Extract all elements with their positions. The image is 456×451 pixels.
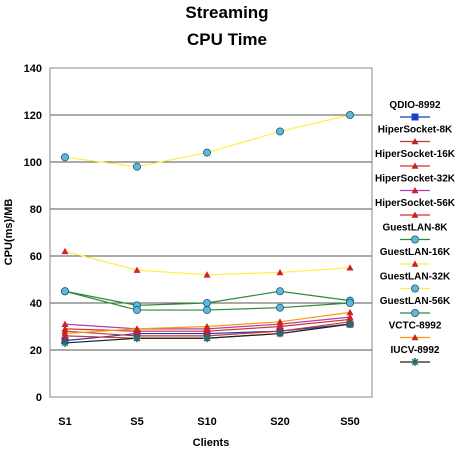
gridlines <box>50 67 372 351</box>
data-point <box>346 320 354 329</box>
data-point <box>133 334 141 343</box>
legend-swatch-marker <box>410 308 419 317</box>
data-point <box>61 330 69 337</box>
data-point <box>202 306 211 315</box>
legend-label: GuestLAN-32K <box>380 272 451 283</box>
data-point <box>345 111 354 120</box>
data-point <box>275 303 284 312</box>
y-tick-label: 80 <box>30 204 42 216</box>
legend-label: IUCV-8992 <box>391 345 440 356</box>
chart-subtitle: CPU Time <box>187 30 267 49</box>
legend-label: HiperSocket-8K <box>378 125 453 136</box>
legend-label: HiperSocket-32K <box>375 174 456 185</box>
data-point <box>132 162 141 171</box>
y-axis-label: CPU(ms)/MB <box>3 199 15 266</box>
legend-swatch-marker <box>410 284 419 293</box>
data-point <box>276 318 284 325</box>
x-tick-label: S10 <box>197 416 217 428</box>
series-line <box>64 250 351 276</box>
x-axis-label: Clients <box>193 437 230 449</box>
legend-label: QDIO-8992 <box>389 100 441 111</box>
data-point <box>132 306 141 315</box>
legend-swatch-marker <box>411 187 419 194</box>
legend: QDIO-8992 HiperSocket-8K HiperSocket-16K Hi… <box>375 100 456 366</box>
x-tick-label: S50 <box>340 416 360 428</box>
y-tick-label: 120 <box>24 110 42 122</box>
series-vctc-8992 <box>61 308 354 337</box>
data-point <box>276 268 284 276</box>
legend-swatch-marker <box>411 334 419 341</box>
legend-label: GuestLAN-8K <box>382 223 448 234</box>
x-tick-label: S20 <box>270 416 290 428</box>
data-point <box>61 153 70 162</box>
legend-swatch-marker <box>411 162 419 169</box>
legend-swatch-marker <box>411 113 419 121</box>
series-lines <box>61 111 354 347</box>
legend-label: GuestLAN-56K <box>380 296 451 307</box>
legend-label: HiperSocket-56K <box>375 198 456 209</box>
series-guestlan-32k <box>61 111 354 171</box>
data-point <box>275 127 284 136</box>
y-axis-ticks: 0 20 40 60 80 100 120 140 <box>24 63 42 404</box>
y-tick-label: 40 <box>30 298 42 310</box>
data-point <box>346 313 354 320</box>
data-point <box>203 334 211 343</box>
data-point <box>61 247 69 255</box>
chart-title: Streaming <box>185 3 268 22</box>
x-axis-ticks: S1 S5 S10 S20 S50 <box>58 416 360 428</box>
legend-swatch-marker <box>411 358 419 366</box>
data-point <box>133 266 141 273</box>
y-tick-label: 0 <box>36 392 42 404</box>
legend-swatch-marker <box>411 138 419 145</box>
data-point <box>133 325 141 332</box>
legend-swatch-marker <box>411 260 419 267</box>
y-tick-label: 100 <box>24 157 42 169</box>
data-point <box>61 287 70 296</box>
data-point <box>275 287 284 296</box>
legend-swatch-marker <box>411 211 419 218</box>
y-tick-label: 20 <box>30 345 42 357</box>
data-point <box>202 298 211 307</box>
x-tick-label: S5 <box>130 416 143 428</box>
y-tick-label: 60 <box>30 251 42 263</box>
x-tick-label: S1 <box>58 416 71 428</box>
data-point <box>203 271 211 278</box>
series-iucv-8992 <box>61 320 354 347</box>
plot-area <box>49 67 373 398</box>
legend-label: GuestLAN-16K <box>380 247 451 258</box>
data-point <box>345 298 354 307</box>
data-point <box>202 148 211 157</box>
series-guestlan-56k <box>61 287 354 315</box>
data-point <box>61 320 69 327</box>
legend-swatch-marker <box>410 235 419 244</box>
data-point <box>61 338 69 347</box>
series-guestlan-16k <box>61 247 354 278</box>
data-point <box>276 329 284 338</box>
data-point <box>346 264 354 271</box>
data-point <box>346 308 354 316</box>
data-point <box>203 323 211 330</box>
legend-label: HiperSocket-16K <box>375 149 456 160</box>
y-tick-label: 140 <box>24 63 42 75</box>
legend-label: VCTC-8992 <box>389 321 442 332</box>
series-line <box>64 114 351 168</box>
